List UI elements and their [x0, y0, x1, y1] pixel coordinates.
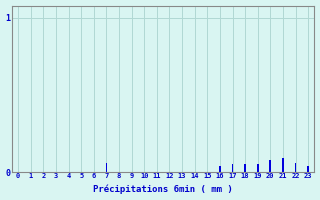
X-axis label: Précipitations 6min ( mm ): Précipitations 6min ( mm ) [93, 185, 233, 194]
Bar [219, 166, 221, 172]
Bar [106, 163, 108, 172]
Bar [257, 164, 259, 172]
Bar [282, 158, 284, 172]
Bar [232, 164, 234, 172]
Bar [295, 163, 297, 172]
Bar [307, 166, 309, 172]
Bar [269, 160, 271, 172]
Bar [244, 164, 246, 172]
